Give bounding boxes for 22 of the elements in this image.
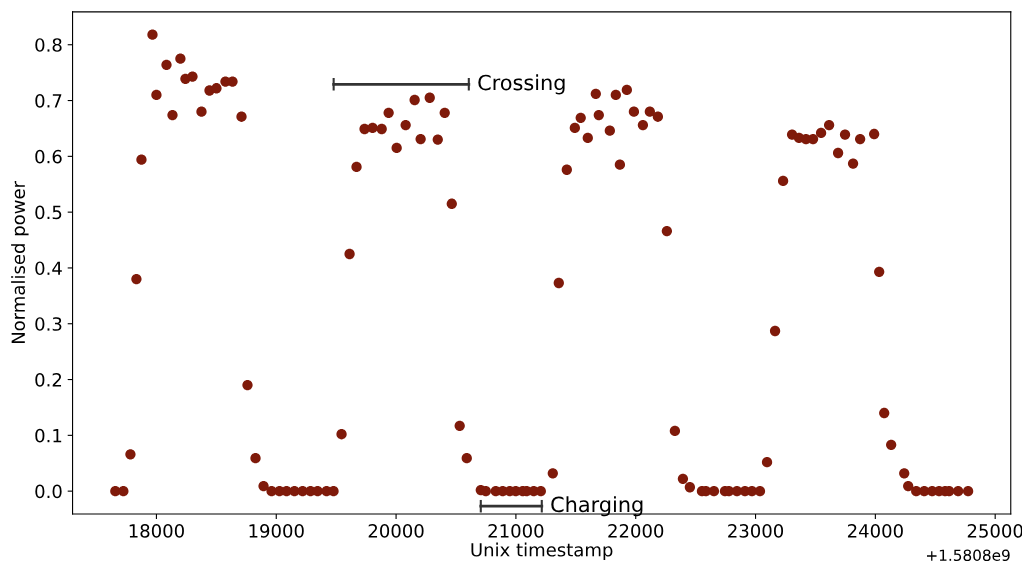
annotation: Crossing [478, 74, 565, 95]
x-tick-label: 24000 [847, 524, 903, 538]
y-tick-label: 0.1 [35, 428, 62, 443]
x-tick-label: 20000 [368, 524, 424, 538]
y-tick-label: 0.4 [35, 261, 62, 276]
y-tick-label: 0.8 [35, 38, 62, 52]
x-tick-label: 19000 [249, 524, 304, 538]
y-axis-title: Normalised power [11, 180, 29, 344]
annotation: Charging [551, 496, 643, 517]
x-tick-label: 23000 [728, 524, 784, 538]
x-tick-label: 18000 [129, 524, 184, 538]
y-tick-label: 0.5 [35, 205, 62, 220]
text: +1.5808e9 [927, 549, 1010, 561]
x-axis-title: Unix timestamp [471, 542, 613, 561]
y-tick-label: 0.0 [35, 484, 62, 499]
y-tick-label: 0.3 [35, 317, 62, 331]
y-tick-label: 0.2 [35, 373, 62, 387]
y-tick-label: 0.7 [35, 94, 62, 108]
x-tick-label: 22000 [608, 524, 664, 538]
x-tick-label: 21000 [488, 524, 544, 538]
x-tick-label: 25000 [967, 524, 1022, 538]
y-tick-label: 0.6 [35, 149, 62, 164]
